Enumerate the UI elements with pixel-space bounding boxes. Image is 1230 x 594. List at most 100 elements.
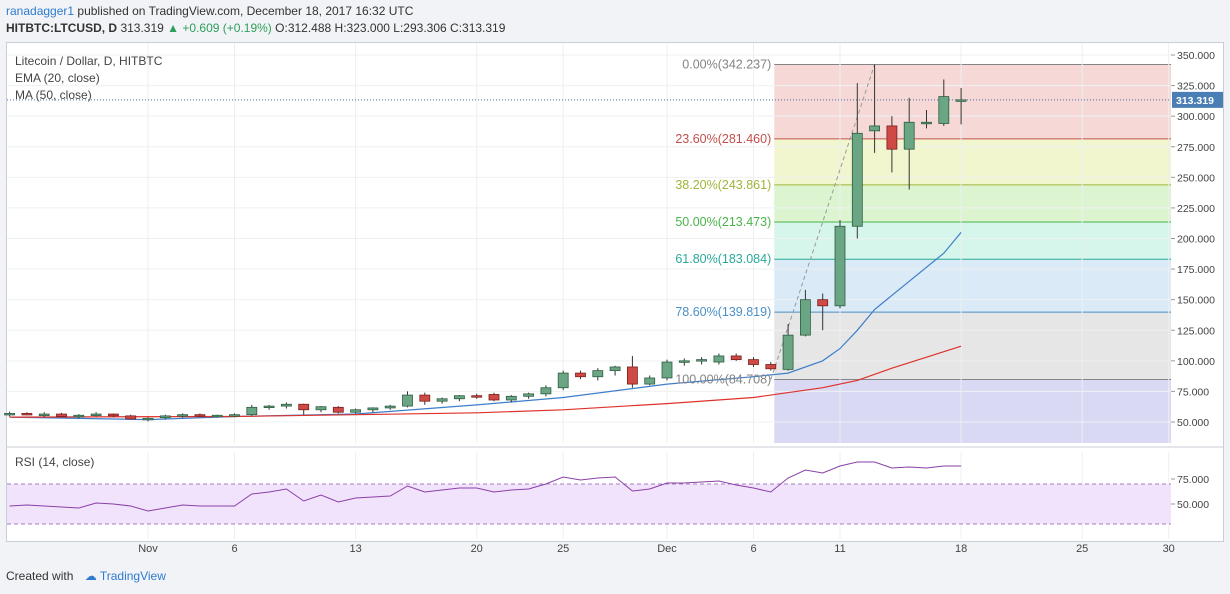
x-tick-label: Dec bbox=[657, 543, 677, 555]
candle-body bbox=[194, 414, 206, 417]
candle-body bbox=[644, 377, 656, 385]
fib-label: 61.80%(183.084) bbox=[675, 252, 771, 266]
candle-body bbox=[748, 359, 759, 365]
candles bbox=[4, 64, 967, 422]
candle-body bbox=[505, 395, 517, 401]
price-tick-label: 175.000 bbox=[1177, 264, 1215, 276]
tradingview-brand[interactable]: ☁ TradingView bbox=[84, 569, 166, 583]
publish-text: published on TradingView.com, December 1… bbox=[77, 4, 414, 18]
price-scale[interactable] bbox=[1171, 42, 1224, 542]
rsi-tick-label: 75.000 bbox=[1177, 474, 1209, 486]
candle-body bbox=[834, 225, 846, 307]
last-price: 313.319 bbox=[120, 21, 164, 35]
candle-body bbox=[298, 403, 310, 411]
price-tick-label: 200.000 bbox=[1177, 234, 1215, 246]
candle-body bbox=[90, 413, 102, 416]
fib-zone bbox=[774, 222, 1171, 260]
x-tick-label: 30 bbox=[1163, 543, 1175, 555]
candle-body bbox=[436, 398, 448, 402]
candle-body bbox=[938, 96, 950, 124]
candle-body bbox=[782, 334, 794, 370]
ma-line bbox=[9, 345, 962, 418]
fib-retracement bbox=[774, 63, 1171, 443]
candle-body bbox=[955, 99, 967, 102]
rsi-label: RSI (14, close) bbox=[15, 455, 94, 469]
candle-body bbox=[350, 409, 362, 413]
candle-body bbox=[229, 414, 240, 417]
candle-body bbox=[609, 366, 621, 372]
x-tick-label: 25 bbox=[557, 543, 569, 555]
fib-zone bbox=[774, 184, 1171, 223]
candle-body bbox=[627, 366, 638, 385]
fib-label: 23.60%(281.460) bbox=[675, 132, 771, 146]
x-tick-label: 11 bbox=[834, 543, 845, 555]
last-price-tag bbox=[1172, 91, 1223, 108]
candle-body bbox=[765, 364, 777, 370]
candle-body bbox=[142, 417, 154, 421]
candle-body bbox=[869, 125, 880, 132]
x-tick-label: 6 bbox=[231, 543, 237, 555]
price-tick-label: 50.000 bbox=[1177, 417, 1209, 429]
fib-label: 38.20%(243.861) bbox=[675, 178, 771, 192]
candle-body bbox=[678, 360, 690, 363]
price-tick-label: 100.000 bbox=[1177, 356, 1215, 368]
candle-body bbox=[592, 370, 604, 378]
rsi-tick-label: 50.000 bbox=[1177, 499, 1209, 511]
candle-body bbox=[177, 414, 189, 417]
candle-body bbox=[367, 407, 379, 411]
x-tick-label: 6 bbox=[750, 543, 756, 555]
candle-body bbox=[315, 406, 327, 411]
candle-body bbox=[211, 414, 223, 418]
candle-body bbox=[108, 413, 119, 417]
fib-zone bbox=[774, 64, 1171, 139]
high-value: H:323.000 bbox=[334, 21, 390, 35]
candle-body bbox=[4, 413, 15, 416]
price-tick-label: 125.000 bbox=[1177, 325, 1215, 337]
fib-label: 0.00%(342.237) bbox=[682, 57, 771, 71]
candle-body bbox=[384, 405, 396, 409]
x-tick-label: 20 bbox=[471, 543, 483, 555]
fib-label: 100.00%(84.708) bbox=[675, 373, 771, 387]
publish-info: ranadagger1 published on TradingView.com… bbox=[6, 4, 413, 18]
candle-body bbox=[73, 414, 85, 418]
change-value: ▲ +0.609 (+0.19%) bbox=[167, 21, 272, 35]
candle-body bbox=[575, 372, 586, 378]
chart-labels: 0.00%(342.237) 23.60%(281.460) 38.20%(243.… bbox=[15, 50, 1223, 555]
legend-entry: EMA (20, close) bbox=[15, 71, 100, 85]
candle-body bbox=[921, 121, 932, 125]
price-tick-label: 150.000 bbox=[1177, 295, 1215, 307]
fib-zone bbox=[774, 379, 1171, 443]
last-price-label: 313.319 bbox=[1176, 95, 1214, 107]
candle-body bbox=[38, 413, 50, 416]
x-tick-label: Nov bbox=[138, 543, 158, 555]
price-tick-label: 250.000 bbox=[1177, 172, 1215, 184]
price-tick-label: 325.000 bbox=[1177, 81, 1215, 93]
open-value: O:312.488 bbox=[275, 21, 332, 35]
candle-body bbox=[730, 355, 742, 361]
rsi-line bbox=[9, 461, 962, 512]
candle-body bbox=[540, 387, 552, 395]
price-tick-label: 300.000 bbox=[1177, 111, 1215, 123]
x-tick-label: 25 bbox=[1076, 543, 1088, 555]
candle-body bbox=[903, 121, 915, 150]
fib-label: 78.60%(139.819) bbox=[675, 305, 771, 319]
close-value: C:313.319 bbox=[450, 21, 506, 35]
symbol-label: HITBTC:LTCUSD, D bbox=[6, 21, 118, 35]
price-tick-label: 225.000 bbox=[1177, 203, 1215, 215]
price-tick-label: 275.000 bbox=[1177, 142, 1215, 154]
candle-body bbox=[332, 406, 344, 413]
candle-body bbox=[713, 355, 725, 363]
candle-body bbox=[56, 413, 67, 417]
candle-body bbox=[263, 405, 275, 408]
legend-entry: Litecoin / Dollar, D, HITBTC bbox=[15, 54, 163, 68]
fib-zone bbox=[774, 312, 1171, 380]
candle-body bbox=[471, 395, 483, 398]
x-tick-label: 13 bbox=[349, 543, 361, 555]
candle-body bbox=[886, 125, 898, 150]
fib-zone bbox=[774, 138, 1171, 185]
candle-body bbox=[21, 413, 33, 416]
author-link[interactable]: ranadagger1 bbox=[6, 4, 75, 18]
candle-body bbox=[280, 403, 292, 407]
low-value: L:293.306 bbox=[393, 21, 447, 35]
